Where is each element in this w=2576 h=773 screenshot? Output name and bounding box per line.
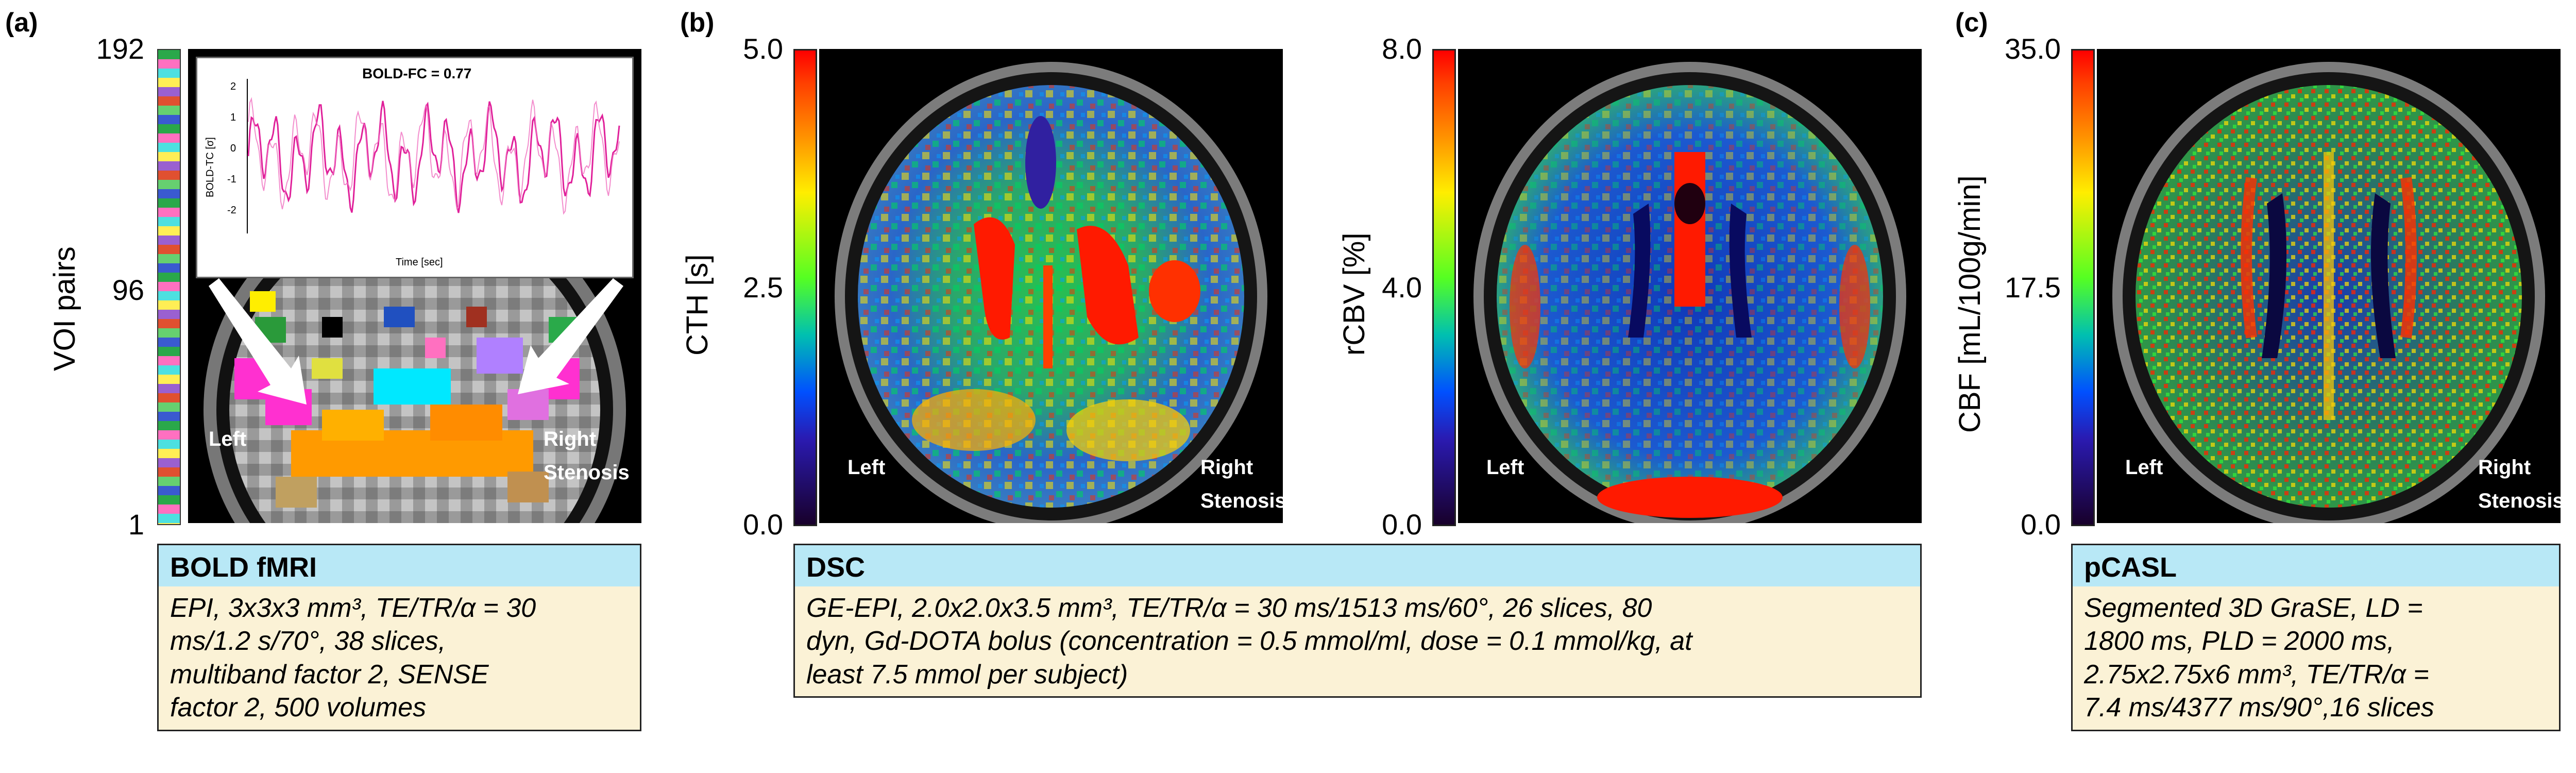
dsc-params-line-3: least 7.5 mmol per subject) — [806, 659, 1128, 690]
inset-ytick-2: 2 — [230, 81, 236, 92]
bold-time-axis-label: Time [sec] — [396, 257, 443, 268]
pcasl-params-line-4: 7.4 ms/4377 ms/90°,16 slices — [2084, 693, 2434, 723]
cth-tick-top: 5.0 — [743, 32, 783, 65]
bold-fmri-box-body: EPI, 3x3x3 mm³, TE/TR/α = 30 ms/1.2 s/70… — [157, 586, 641, 731]
voi-tick-top: 192 — [96, 32, 144, 65]
rcbv-brain-map: Left — [1458, 49, 1922, 523]
cth-right-label: Right — [1200, 456, 1253, 479]
voi-tick-mid: 96 — [112, 274, 144, 306]
pcasl-params-line-3: 2.75x2.75x6 mm³, TE/TR/α = — [2084, 659, 2429, 690]
cth-tick-bottom: 0.0 — [743, 508, 783, 541]
bold-tc-axis-label: BOLD-TC [σ] — [205, 137, 216, 197]
voi-pairs-colorbar — [157, 49, 181, 525]
cth-left-label: Left — [848, 456, 886, 479]
pcasl-params-line-1: Segmented 3D GraSE, LD = — [2084, 593, 2423, 623]
cbf-stenosis-label: Stenosis — [2478, 490, 2561, 512]
pcasl-box-title: pCASL — [2071, 544, 2561, 591]
panel-c-letter: (c) — [1955, 8, 1988, 38]
cth-brain-map: Left Right Stenosis — [819, 49, 1283, 523]
rcbv-tick-mid: 4.0 — [1382, 271, 1422, 304]
bold-fmri-box-title: BOLD fMRI — [157, 544, 641, 591]
bold-params-line-3: multiband factor 2, SENSE — [170, 659, 489, 690]
cbf-right-label: Right — [2478, 456, 2531, 479]
bold-stenosis-label: Stenosis — [544, 461, 630, 484]
bold-fc-title: BOLD-FC = 0.77 — [362, 65, 472, 81]
bold-params-line-1: EPI, 3x3x3 mm³, TE/TR/α = 30 — [170, 593, 536, 623]
bold-left-label: Left — [209, 428, 247, 450]
panel-b-letter: (b) — [680, 8, 715, 38]
dsc-params-line-2: dyn, Gd-DOTA bolus (concentration = 0.5 … — [806, 626, 1692, 657]
inset-ytick-0: 0 — [230, 143, 236, 154]
rcbv-tick-bottom: 0.0 — [1382, 508, 1422, 541]
cth-colorbar — [793, 49, 817, 526]
rcbv-tick-top: 8.0 — [1382, 32, 1422, 65]
bold-right-label: Right — [544, 428, 597, 450]
cbf-colorbar — [2071, 49, 2095, 526]
rcbv-left-label: Left — [1486, 456, 1524, 479]
inset-ytick-neg1: -1 — [227, 174, 236, 185]
cbf-tick-mid: 17.5 — [2005, 271, 2061, 304]
bold-params-line-2: ms/1.2 s/70°, 38 slices, — [170, 626, 446, 657]
pcasl-box-body: Segmented 3D GraSE, LD = 1800 ms, PLD = … — [2071, 586, 2561, 731]
bold-timecourse-plot — [247, 79, 620, 233]
cbf-left-label: Left — [2125, 456, 2163, 479]
cbf-tick-bottom: 0.0 — [2021, 508, 2061, 541]
voi-tick-bottom: 1 — [128, 508, 144, 541]
dsc-params-line-1: GE-EPI, 2.0x2.0x3.5 mm³, TE/TR/α = 30 ms… — [806, 593, 1652, 623]
pcasl-params-line-2: 1800 ms, PLD = 2000 ms, — [2084, 626, 2395, 657]
cth-axis-label: CTH [s] — [681, 254, 714, 356]
cth-tick-mid: 2.5 — [743, 271, 783, 304]
inset-ytick-1: 1 — [230, 112, 236, 123]
rcbv-colorbar — [1432, 49, 1456, 526]
dsc-box-body: GE-EPI, 2.0x2.0x3.5 mm³, TE/TR/α = 30 ms… — [793, 586, 1922, 698]
cbf-tick-top: 35.0 — [2005, 32, 2061, 65]
voi-pairs-axis-label: VOI pairs — [48, 246, 81, 371]
cth-stenosis-label: Stenosis — [1200, 490, 1283, 512]
panel-a-letter: (a) — [5, 8, 38, 38]
bold-params-line-4: factor 2, 500 volumes — [170, 693, 427, 723]
inset-ytick-neg2: -2 — [227, 205, 236, 216]
dsc-box-title: DSC — [793, 544, 1922, 591]
cbf-brain-map: Left Right Stenosis — [2097, 49, 2561, 523]
cbf-axis-label: CBF [mL/100g/min] — [1953, 175, 1987, 433]
bold-fc-inset: BOLD-FC = 0.77 BOLD-TC [σ] 2 1 0 -1 -2 T… — [196, 57, 634, 278]
